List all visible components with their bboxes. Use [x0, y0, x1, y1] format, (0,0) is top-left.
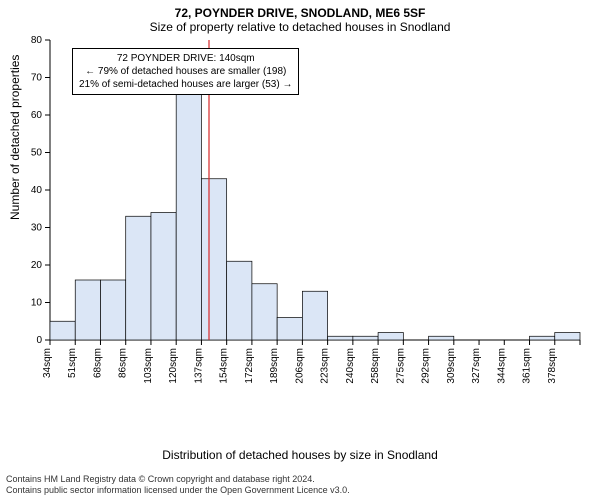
x-tick-label: 327sqm: [471, 348, 482, 384]
bar: [353, 336, 378, 340]
bar: [176, 93, 201, 341]
x-tick-label: 86sqm: [118, 348, 129, 378]
x-tick-label: 206sqm: [294, 348, 305, 384]
x-tick-label: 68sqm: [92, 348, 103, 378]
footer-line-1: Contains HM Land Registry data © Crown c…: [6, 474, 350, 485]
x-tick-label: 189sqm: [269, 348, 280, 384]
bar: [201, 179, 226, 340]
x-tick-label: 172sqm: [244, 348, 255, 384]
x-tick-label: 309sqm: [446, 348, 457, 384]
bar: [328, 336, 353, 340]
x-tick-label: 275sqm: [395, 348, 406, 384]
svg-text:60: 60: [31, 110, 43, 121]
x-tick-label: 223sqm: [320, 348, 331, 384]
svg-text:0: 0: [36, 335, 42, 346]
bar: [429, 336, 454, 340]
x-tick-label: 103sqm: [143, 348, 154, 384]
page-title: 72, POYNDER DRIVE, SNODLAND, ME6 5SF: [0, 0, 600, 20]
bar: [555, 333, 580, 341]
annotation-line-1: 72 POYNDER DRIVE: 140sqm: [79, 52, 292, 65]
x-tick-label: 51sqm: [67, 348, 78, 378]
x-tick-label: 344sqm: [496, 348, 507, 384]
svg-text:10: 10: [31, 298, 43, 309]
chart-container: 72, POYNDER DRIVE, SNODLAND, ME6 5SF Siz…: [0, 0, 600, 500]
x-tick-label: 258sqm: [370, 348, 381, 384]
x-tick-label: 137sqm: [193, 348, 204, 384]
x-axis-label: Distribution of detached houses by size …: [0, 448, 600, 462]
x-tick-label: 361sqm: [522, 348, 533, 384]
bar: [277, 318, 302, 341]
x-tick-label: 120sqm: [168, 348, 179, 384]
bar: [50, 321, 75, 340]
bar: [75, 280, 100, 340]
svg-text:70: 70: [31, 73, 43, 84]
bar: [151, 213, 176, 341]
svg-text:40: 40: [31, 185, 43, 196]
svg-text:30: 30: [31, 223, 43, 234]
bar: [302, 291, 327, 340]
bar: [378, 333, 403, 341]
bar: [100, 280, 125, 340]
bar: [227, 261, 252, 340]
bar: [126, 216, 151, 340]
x-tick-label: 154sqm: [219, 348, 230, 384]
svg-text:80: 80: [31, 35, 43, 46]
page-subtitle: Size of property relative to detached ho…: [0, 20, 600, 38]
x-tick-label: 240sqm: [345, 348, 356, 384]
footer: Contains HM Land Registry data © Crown c…: [6, 474, 350, 496]
x-tick-label: 292sqm: [421, 348, 432, 384]
x-tick-label: 34sqm: [42, 348, 53, 378]
annotation-box: 72 POYNDER DRIVE: 140sqm ← 79% of detach…: [72, 48, 299, 95]
y-axis-label: Number of detached properties: [8, 55, 22, 220]
bar: [530, 336, 555, 340]
footer-line-2: Contains public sector information licen…: [6, 485, 350, 496]
svg-text:20: 20: [31, 260, 43, 271]
svg-text:50: 50: [31, 148, 43, 159]
bar: [252, 284, 277, 340]
x-tick-label: 378sqm: [547, 348, 558, 384]
annotation-line-2: ← 79% of detached houses are smaller (19…: [79, 65, 292, 78]
annotation-line-3: 21% of semi-detached houses are larger (…: [79, 78, 292, 91]
